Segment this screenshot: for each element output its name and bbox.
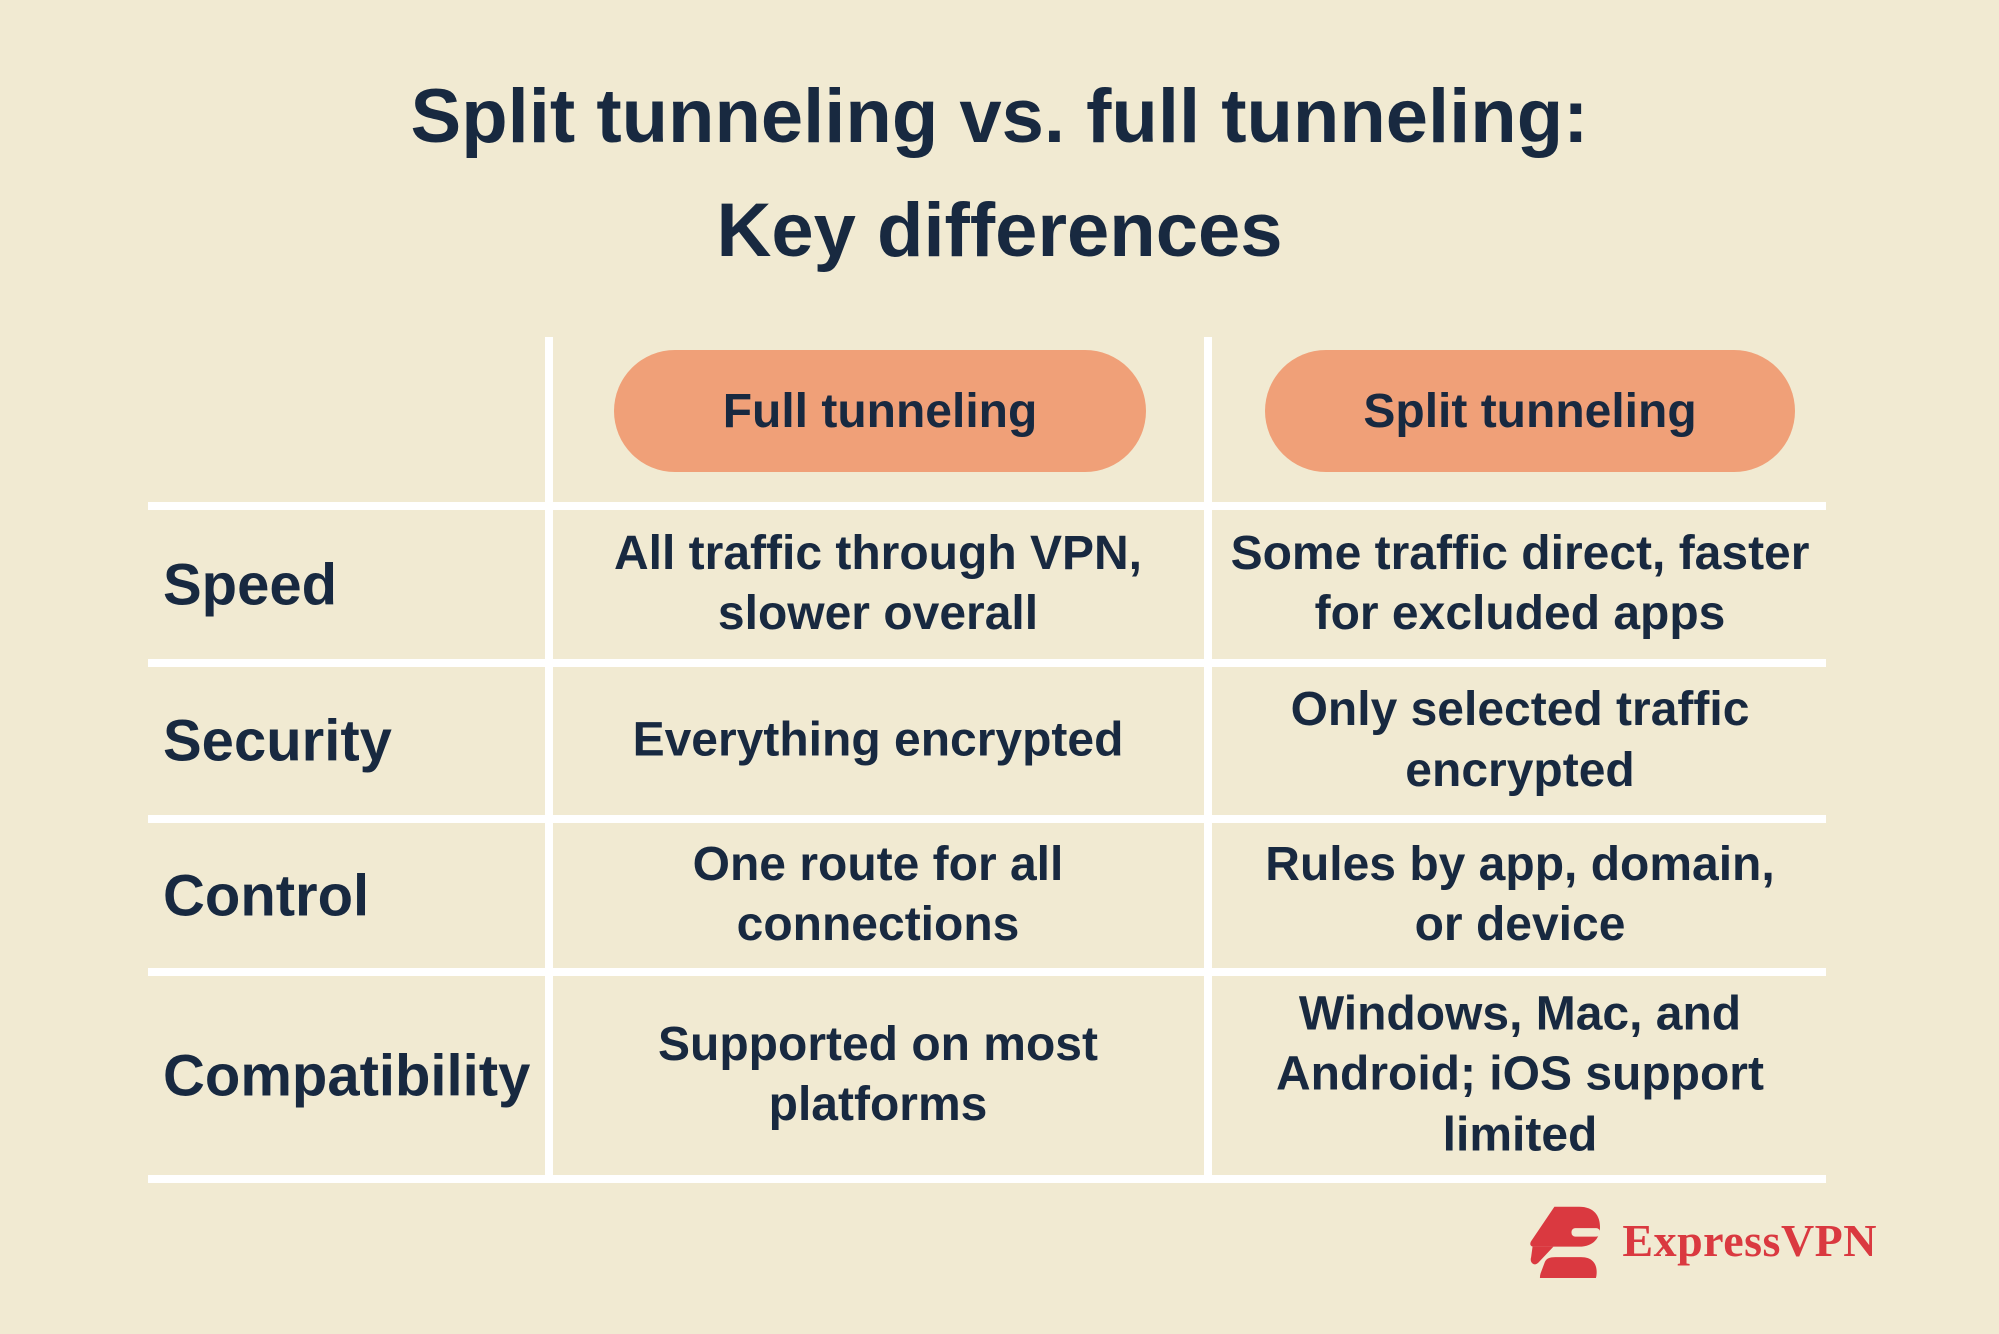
horizontal-divider-3 <box>148 815 1826 823</box>
page-title-line1: Split tunneling vs. full tunneling: <box>410 74 1589 159</box>
table-row-speed: Speed All traffic through VPN, slower ov… <box>0 510 1999 659</box>
row-label-security: Security <box>163 708 392 774</box>
horizontal-divider-bottom <box>148 1175 1826 1183</box>
horizontal-divider-2 <box>148 659 1826 667</box>
horizontal-divider-1 <box>148 502 1826 510</box>
column-header-full-tunneling-label: Full tunneling <box>722 384 1038 438</box>
cell-compatibility-split-tunneling: Windows, Mac, and Android; iOS support l… <box>1276 987 1764 1162</box>
cell-speed-full-tunneling: All traffic through VPN, slower overall <box>614 526 1142 641</box>
row-label-speed: Speed <box>163 552 338 617</box>
expressvpn-wordmark: ExpressVPN <box>1622 1214 1877 1266</box>
table-row-compatibility: Compatibility Supported on most platform… <box>0 976 1999 1175</box>
column-header-split-tunneling-label: Split tunneling <box>1363 384 1697 438</box>
row-label-compatibility: Compatibility <box>163 1043 531 1108</box>
cell-compatibility-full-tunneling: Supported on most platforms <box>658 1017 1098 1132</box>
vertical-divider-2 <box>1204 337 1212 1175</box>
expressvpn-logo-icon <box>1530 1206 1601 1278</box>
page-title: Split tunneling vs. full tunneling: Key … <box>0 60 1999 288</box>
horizontal-divider-4 <box>148 968 1826 976</box>
table-row-control: Control One route for all connections Ru… <box>0 823 1999 968</box>
vertical-divider-1 <box>545 337 553 1175</box>
cell-control-split-tunneling: Rules by app, domain, or device <box>1265 837 1775 952</box>
cell-security-full-tunneling: Everything encrypted <box>632 713 1124 767</box>
table-row-security: Security Everything encrypted Only selec… <box>0 667 1999 815</box>
cell-control-full-tunneling: One route for all connections <box>692 837 1064 952</box>
column-header-full-tunneling: Full tunneling <box>614 350 1146 472</box>
cell-speed-split-tunneling: Some traffic direct, faster for excluded… <box>1230 526 1810 641</box>
page-title-line2: Key differences <box>716 188 1283 273</box>
row-label-control: Control <box>163 863 370 928</box>
column-header-split-tunneling: Split tunneling <box>1265 350 1795 472</box>
cell-security-split-tunneling: Only selected traffic encrypted <box>1290 683 1750 797</box>
expressvpn-logo: ExpressVPN <box>1524 1202 1877 1278</box>
